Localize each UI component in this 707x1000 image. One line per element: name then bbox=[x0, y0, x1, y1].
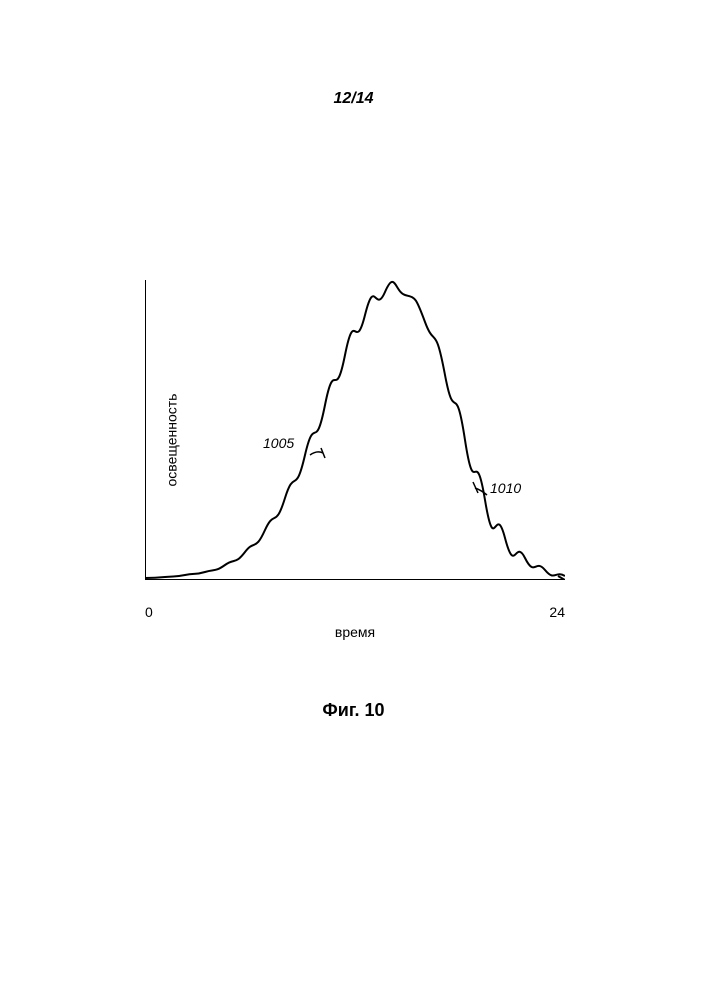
annotation-1005: 1005 bbox=[263, 435, 294, 451]
annotation-1010-tick bbox=[473, 482, 478, 493]
x-tick-end: 24 bbox=[549, 604, 565, 620]
illumination-curve bbox=[145, 282, 565, 578]
y-axis-label: освещенность bbox=[163, 394, 179, 487]
x-tick-start: 0 bbox=[145, 604, 153, 620]
annotation-1010: 1010 bbox=[490, 480, 521, 496]
x-axis-label: время bbox=[335, 624, 375, 640]
illumination-chart: освещенность время 0 24 1005 1010 bbox=[145, 280, 565, 600]
annotation-1005-leader bbox=[310, 452, 323, 455]
page-number: 12/14 bbox=[0, 90, 707, 108]
figure-caption: Фиг. 10 bbox=[0, 700, 707, 721]
chart-svg bbox=[145, 280, 565, 580]
